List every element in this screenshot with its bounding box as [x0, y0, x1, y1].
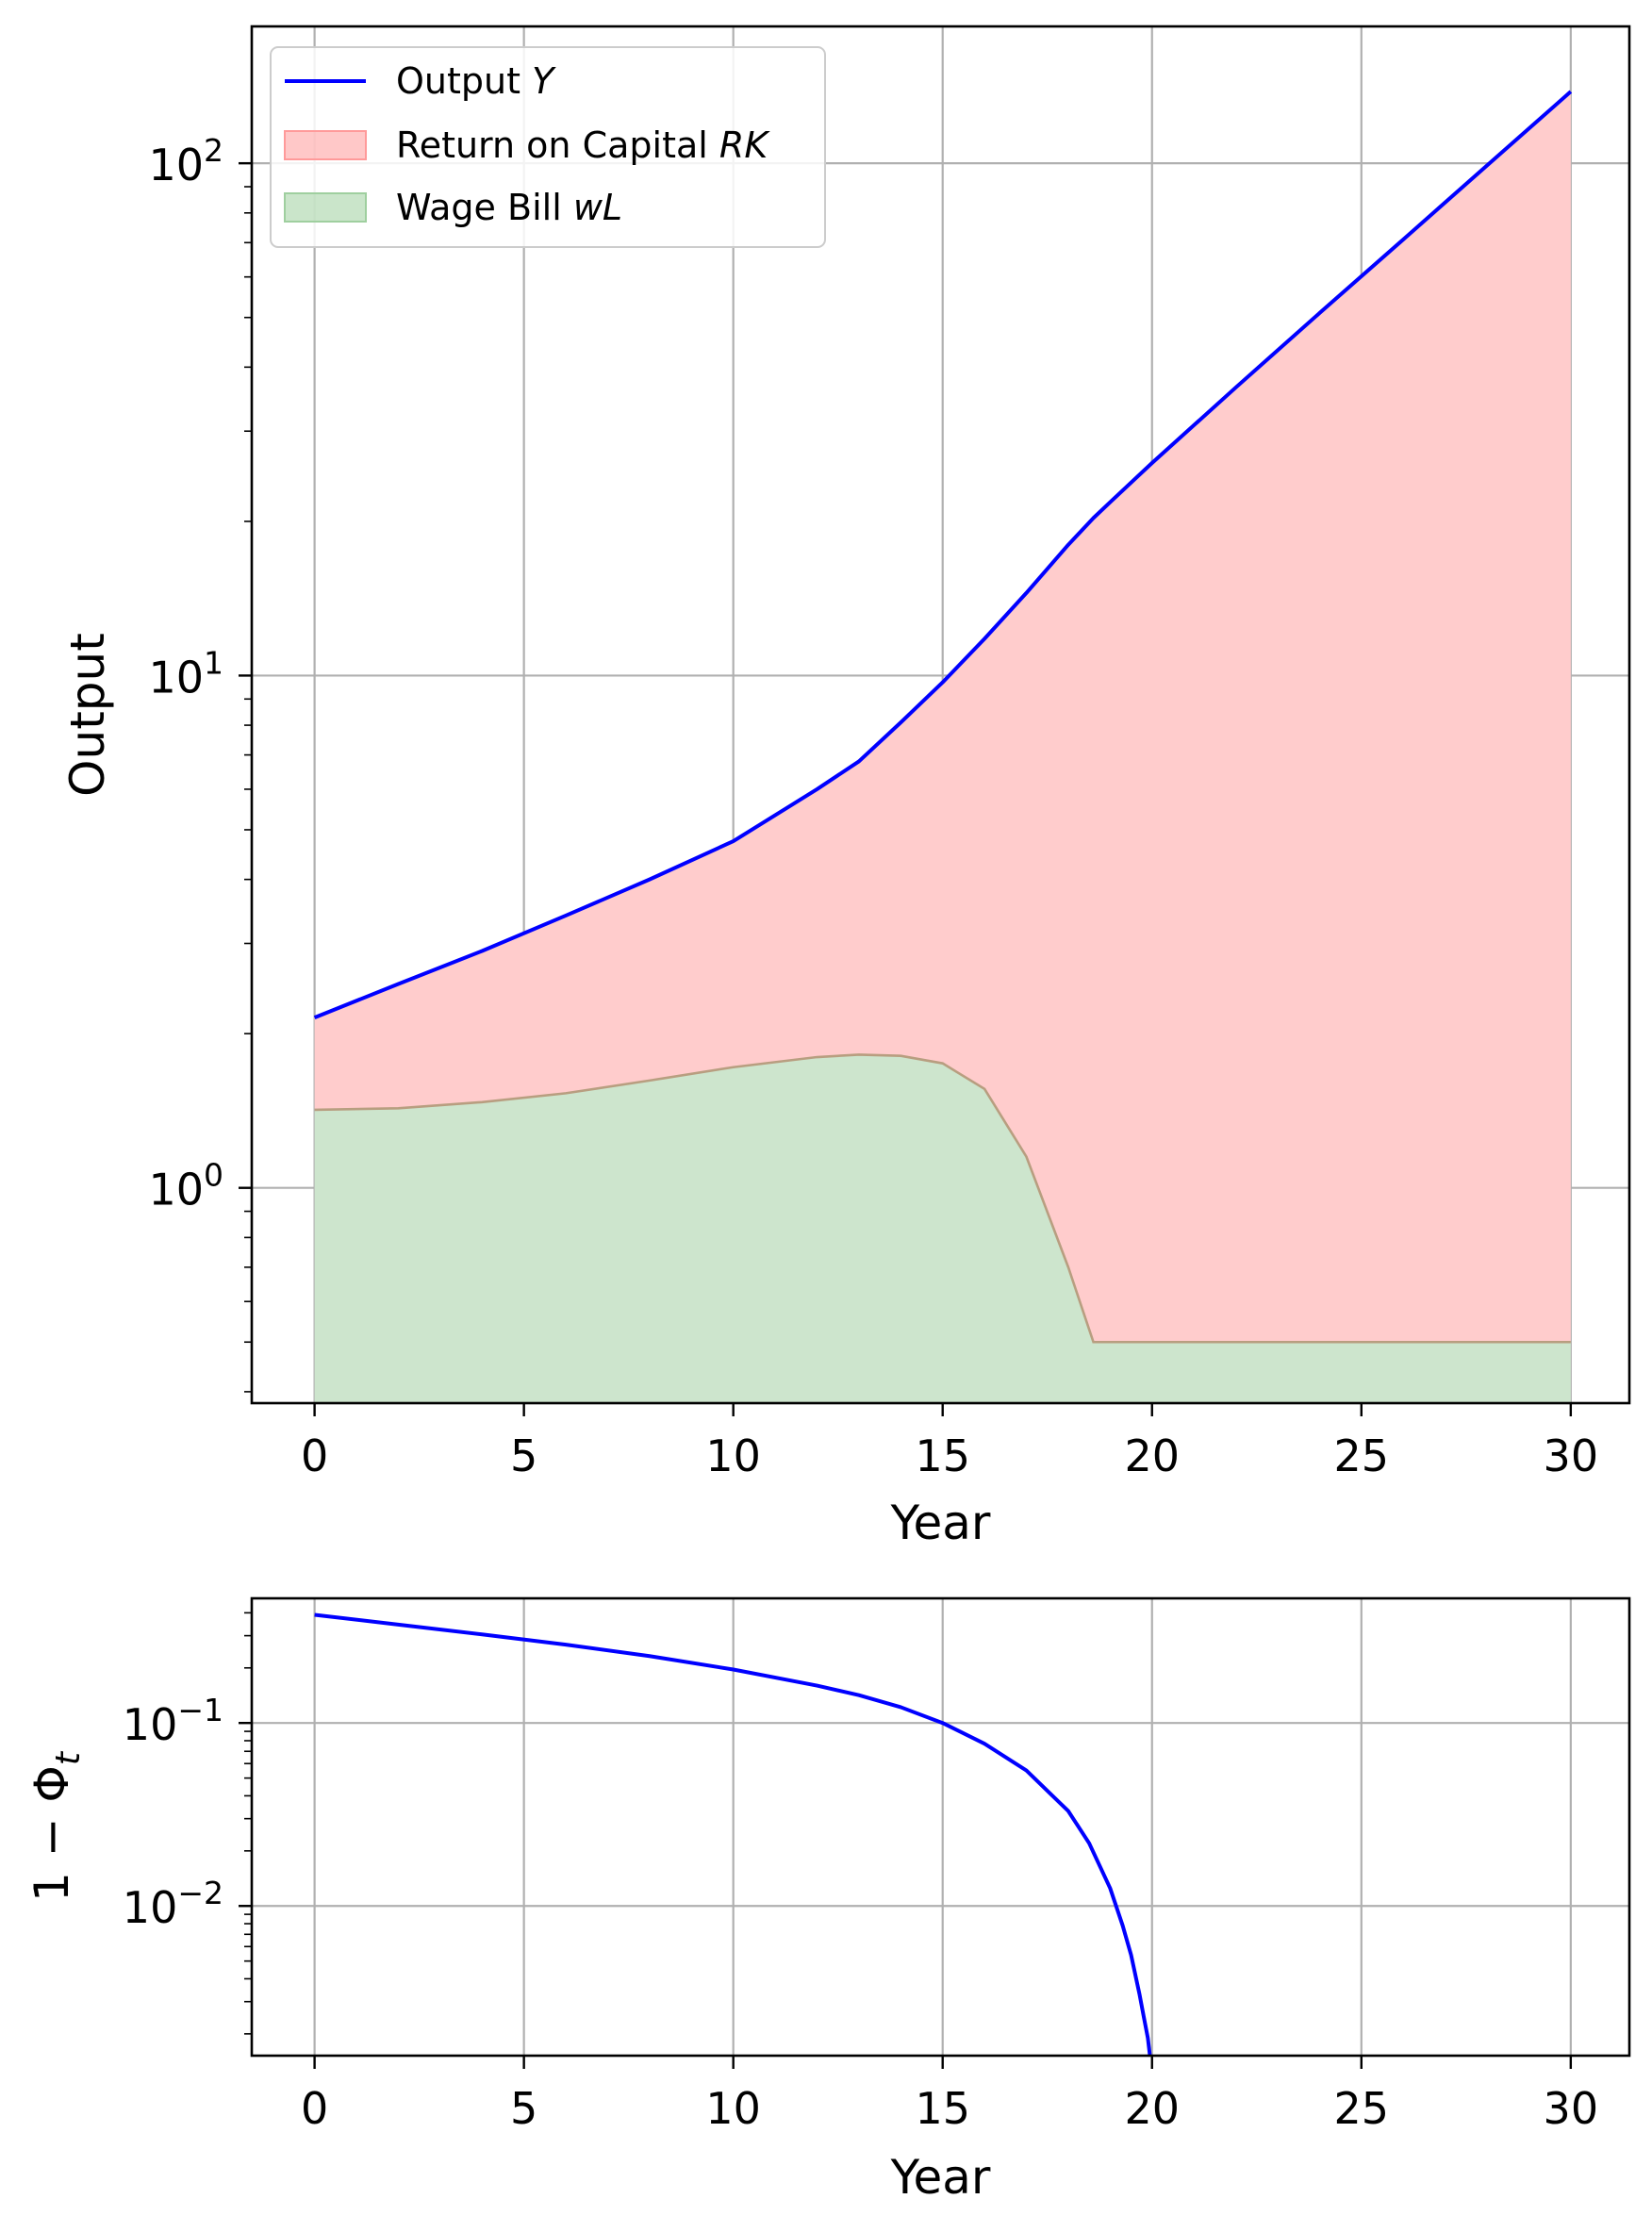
x-tick-label: 15 [915, 1430, 970, 1481]
wage-area [314, 1054, 1571, 1403]
legend-capital-swatch [284, 130, 367, 160]
x-tick-label: 30 [1544, 1430, 1599, 1481]
x-tick-label: 20 [1124, 2083, 1180, 2134]
output-chart: 0 5 10 15 20 25 30 100 101 102 Year Output Output Y R… [60, 25, 1631, 1550]
x-axis-label: Year [890, 2150, 991, 2205]
x-tick-label: 0 [301, 2083, 328, 2134]
legend-wage-swatch [284, 192, 367, 223]
x-tick-label: 10 [705, 1430, 761, 1481]
x-tick-label: 30 [1544, 2083, 1599, 2134]
legend-box [270, 46, 826, 248]
y-tick-label: 10−1 [123, 1692, 223, 1750]
x-axis-label: Year [890, 1496, 991, 1550]
x-tick-label: 5 [510, 1430, 537, 1481]
output-line [313, 90, 1573, 1019]
phi-line [314, 1612, 1152, 2057]
x-tick-label: 5 [510, 2083, 537, 2134]
x-tick-label: 10 [705, 2083, 761, 2134]
capital-area [314, 91, 1571, 1343]
wage-edge-line [314, 1053, 1571, 1344]
y-tick-label: 100 [148, 1157, 223, 1215]
y-axis-label: 1 − Φt [25, 1750, 88, 1902]
y-axis-label: Output [60, 633, 115, 797]
phi-chart: 0 5 10 15 20 25 30 10−2 10−1 Year 1 − Φt [25, 1596, 1631, 2205]
legend-label: Output Y [396, 60, 556, 102]
legend-label: Return on Capital RK [396, 124, 770, 166]
y-tick-label: 101 [148, 644, 223, 703]
x-tick-label: 25 [1334, 2083, 1390, 2134]
axes-frame [250, 25, 1631, 1405]
x-tick-label: 15 [915, 2083, 970, 2134]
axes-frame [250, 1596, 1631, 2058]
x-tick-label: 20 [1124, 1430, 1180, 1481]
y-tick-label: 10−2 [123, 1875, 223, 1933]
legend-label: Wage Bill wL [396, 187, 622, 228]
y-tick-label: 102 [148, 132, 223, 190]
legend: Output Y Return on Capital RK Wage Bill wL [270, 46, 826, 248]
x-tick-label: 0 [301, 1430, 328, 1481]
x-tick-label: 25 [1334, 1430, 1390, 1481]
